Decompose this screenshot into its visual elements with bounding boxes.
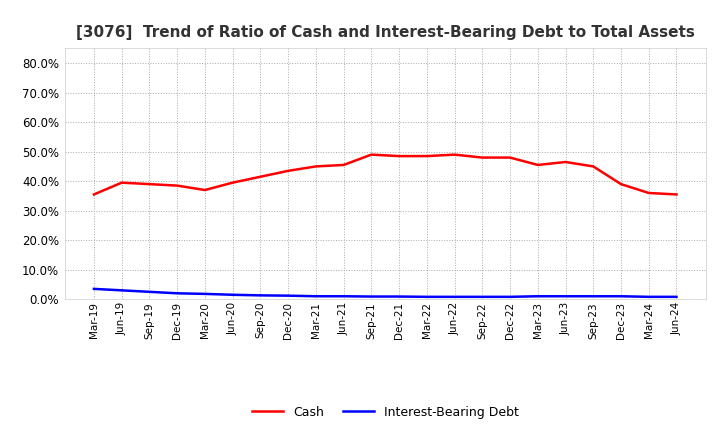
Legend: Cash, Interest-Bearing Debt: Cash, Interest-Bearing Debt — [247, 401, 523, 424]
Interest-Bearing Debt — [616, 293, 625, 299]
Line: Interest-Bearing Debt: Interest-Bearing Debt — [94, 289, 677, 297]
Interest-Bearing Debt — [505, 294, 514, 300]
Interest-Bearing Debt — [561, 293, 570, 299]
Cash — [173, 183, 181, 188]
Interest-Bearing Debt — [450, 294, 459, 300]
Cash — [478, 155, 487, 160]
Cash — [561, 159, 570, 165]
Interest-Bearing Debt — [173, 291, 181, 296]
Cash — [450, 152, 459, 157]
Interest-Bearing Debt — [395, 294, 403, 299]
Interest-Bearing Debt — [89, 286, 98, 292]
Cash — [534, 162, 542, 168]
Title: [3076]  Trend of Ratio of Cash and Interest-Bearing Debt to Total Assets: [3076] Trend of Ratio of Cash and Intere… — [76, 25, 695, 40]
Cash — [423, 154, 431, 159]
Cash — [367, 152, 376, 157]
Interest-Bearing Debt — [672, 294, 681, 300]
Interest-Bearing Debt — [367, 294, 376, 299]
Cash — [284, 168, 292, 173]
Interest-Bearing Debt — [284, 293, 292, 298]
Interest-Bearing Debt — [201, 291, 210, 297]
Interest-Bearing Debt — [534, 293, 542, 299]
Interest-Bearing Debt — [644, 294, 653, 300]
Cash — [256, 174, 265, 180]
Cash — [672, 192, 681, 197]
Interest-Bearing Debt — [256, 293, 265, 298]
Line: Cash: Cash — [94, 154, 677, 194]
Interest-Bearing Debt — [423, 294, 431, 300]
Cash — [228, 180, 237, 185]
Interest-Bearing Debt — [339, 293, 348, 299]
Interest-Bearing Debt — [589, 293, 598, 299]
Cash — [589, 164, 598, 169]
Cash — [339, 162, 348, 168]
Cash — [505, 155, 514, 160]
Interest-Bearing Debt — [312, 293, 320, 299]
Cash — [616, 181, 625, 187]
Cash — [117, 180, 126, 185]
Cash — [644, 191, 653, 196]
Interest-Bearing Debt — [478, 294, 487, 300]
Interest-Bearing Debt — [117, 288, 126, 293]
Cash — [395, 154, 403, 159]
Cash — [145, 181, 154, 187]
Cash — [89, 192, 98, 197]
Cash — [312, 164, 320, 169]
Cash — [201, 187, 210, 193]
Interest-Bearing Debt — [145, 289, 154, 294]
Interest-Bearing Debt — [228, 292, 237, 297]
